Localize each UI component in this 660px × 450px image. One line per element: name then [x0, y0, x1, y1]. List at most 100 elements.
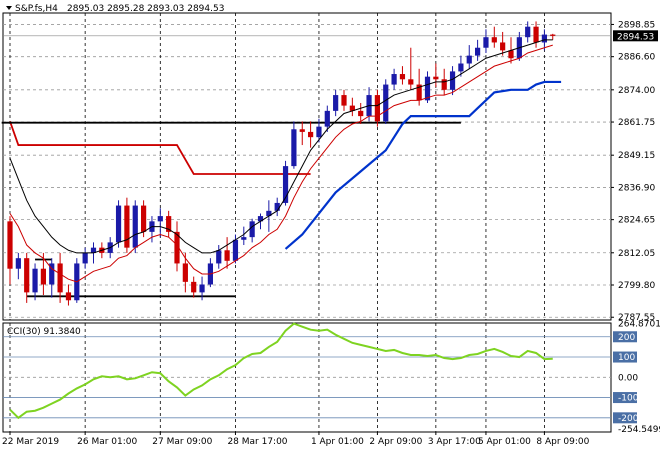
cci-level-badge [613, 412, 637, 424]
price-tick-label: 2799.80 [618, 281, 655, 291]
current-price-label: 2894.53 [617, 32, 654, 42]
time-tick-label: 8 Apr 09:00 [536, 437, 589, 447]
time-tick-label: 27 Mar 09:00 [152, 437, 212, 447]
cci-tick-label: 100 [618, 353, 635, 363]
time-tick-label: 22 Mar 2019 [2, 437, 59, 447]
candle-body [132, 205, 138, 248]
cci-tick-label: 200 [618, 333, 635, 343]
cci-line [9, 322, 553, 420]
candle-body [324, 110, 330, 127]
candle-body [424, 76, 431, 101]
candle-body [291, 129, 297, 167]
price-tick-label: 2861.75 [618, 118, 655, 128]
axes: 2898.85 2886.60 2874.00 2861.75 2849.15 2836.… [2, 20, 660, 447]
overlay-lines [1, 80, 562, 298]
price-tick-label: 2824.65 [618, 216, 655, 226]
time-tick-label: 28 Mar 17:00 [227, 437, 287, 447]
candle-body [157, 216, 163, 222]
slow-moving-average [9, 39, 553, 254]
grid [3, 13, 611, 432]
candle-body [466, 55, 472, 64]
candle-body [65, 292, 72, 301]
candle-body [49, 263, 55, 285]
candle-body [241, 237, 247, 240]
candle-body [40, 268, 46, 285]
moving-averages [9, 39, 553, 283]
symbol-label: S&P.fs,H4 [15, 4, 58, 14]
candle-body [90, 247, 97, 253]
candle-body [124, 205, 130, 248]
candle-body [491, 37, 497, 43]
cci-tick-label: 0.00 [618, 373, 638, 383]
candle-body [358, 110, 364, 117]
cci-tick-label: -254.5499 [618, 425, 660, 435]
cci-label: CCI(30) 91.3840 [7, 327, 81, 337]
candle-body [308, 131, 314, 138]
candle-body [458, 63, 464, 72]
candle-body [266, 210, 272, 217]
candle-body [141, 205, 147, 232]
candle-body [282, 166, 289, 203]
time-tick-label: 1 Apr 01:00 [311, 437, 364, 447]
trailing-stop-line [284, 80, 562, 250]
candle-body [333, 95, 339, 111]
candle-body [341, 95, 347, 106]
ohlc-values: 2895.03 2895.28 2893.03 2894.53 [67, 4, 224, 14]
candle-body [174, 231, 180, 264]
price-panel-frame [2, 12, 612, 321]
dropdown-triangle-icon[interactable] [6, 6, 12, 10]
current-price-badge [613, 30, 658, 42]
price-tick-label: 2849.15 [618, 151, 655, 161]
cci-level-badge [613, 351, 637, 363]
candle-body [349, 105, 355, 111]
price-tick-label: 2787.55 [618, 313, 655, 323]
price-tick-label: 2886.60 [618, 53, 655, 63]
price-tick-label: 2898.85 [618, 20, 655, 30]
resistance-line [9, 121, 311, 175]
cci-tick-label: -100 [618, 394, 639, 404]
candle-body [232, 239, 239, 261]
candle-body [274, 202, 280, 211]
candles [7, 21, 556, 306]
candle-body [15, 258, 21, 269]
cci-level-badge [613, 392, 637, 404]
candle-body [82, 252, 88, 264]
candle-body [374, 95, 380, 122]
candle-body [115, 205, 122, 243]
cci-level-badge [613, 331, 637, 343]
candle-body [533, 26, 539, 43]
candle-body [399, 74, 406, 80]
candle-body [166, 216, 172, 232]
price-tick-label: 2874.00 [618, 86, 655, 96]
cci-tick-label: -200 [618, 414, 639, 424]
candle-body [475, 47, 481, 56]
candle-body [508, 50, 514, 59]
candle-body [57, 263, 63, 293]
candle-body [550, 34, 556, 36]
candle-body [257, 216, 264, 222]
candle-body [483, 37, 489, 48]
candle-body [249, 221, 255, 238]
candle-body [24, 258, 30, 293]
candle-body [224, 250, 230, 261]
candle-body [391, 74, 397, 85]
candle-body [299, 129, 305, 132]
candle-body [500, 42, 506, 51]
candle-body [441, 79, 447, 90]
time-tick-label: 5 Apr 01:00 [478, 437, 531, 447]
time-tick-label: 2 Apr 09:00 [369, 437, 422, 447]
candle-body [182, 263, 188, 282]
cci-tick-label: 264.8701 [618, 320, 660, 330]
candle-body [32, 268, 38, 293]
candle-body [383, 84, 389, 122]
candle-body [191, 281, 197, 293]
candle-body [316, 126, 322, 138]
cci-series [9, 322, 553, 420]
candle-body [416, 84, 422, 101]
candle-body [216, 250, 222, 264]
candle-body [525, 26, 531, 38]
candle-body [199, 284, 205, 293]
candle-body [433, 76, 439, 80]
price-tick-label: 2836.90 [618, 183, 655, 193]
